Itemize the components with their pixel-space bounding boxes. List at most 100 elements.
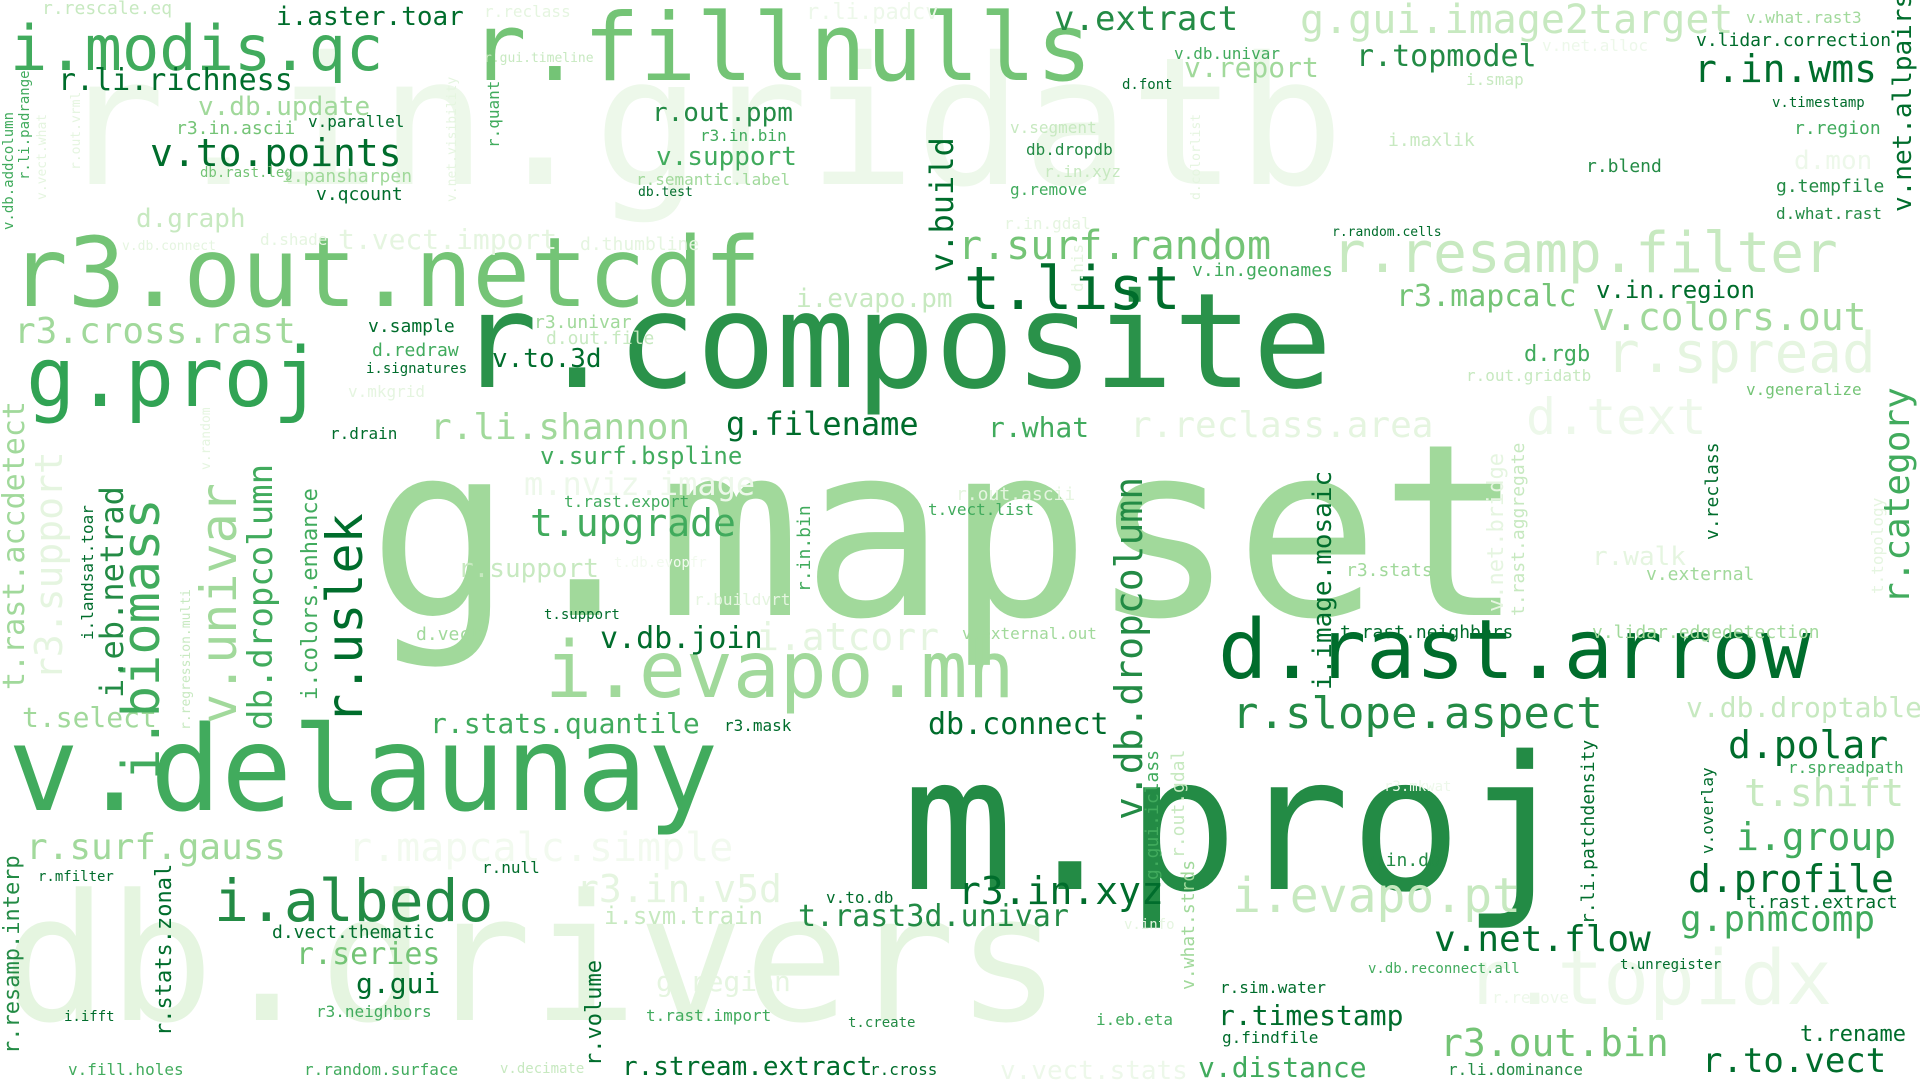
cloud-word: r3.in.ascii <box>176 118 296 139</box>
cloud-word: d.text <box>1526 388 1707 446</box>
cloud-word: r.cross <box>870 1060 938 1079</box>
cloud-word: d.redraw <box>372 340 459 361</box>
cloud-word: v.net.alloc <box>1542 36 1648 55</box>
cloud-word: d.rast.arrow <box>1218 603 1811 698</box>
cloud-word: r3.mapcalc <box>1396 279 1577 314</box>
cloud-word: v.overlay <box>1698 767 1717 854</box>
cloud-word: r.random.surface <box>304 1060 459 1079</box>
cloud-word: r3.cross.rast <box>14 311 296 352</box>
cloud-word: v.fill.holes <box>68 1060 184 1079</box>
cloud-word: db.dropdb <box>1026 140 1113 159</box>
cloud-word: v.parallel <box>308 112 405 131</box>
cloud-word: v.db.reconnect.all <box>1368 961 1520 977</box>
cloud-word: r.regression.multi <box>179 589 194 730</box>
cloud-word: t.support <box>544 607 620 623</box>
cloud-word: g.gui <box>356 967 441 1000</box>
cloud-word: i.landsat.toar <box>78 505 97 640</box>
cloud-word: r.what <box>988 411 1090 444</box>
cloud-word: d.his <box>1068 243 1087 292</box>
cloud-word: v.mkgrid <box>348 382 426 401</box>
cloud-word: r.resamp.interp <box>0 855 25 1054</box>
cloud-word: i.colors.enhance <box>298 488 323 700</box>
cloud-word: r.quant <box>484 80 503 148</box>
cloud-word: g.gui.iclass <box>1142 749 1163 880</box>
cloud-word: r.li.padcv <box>806 0 939 25</box>
cloud-word: d.shade <box>260 230 328 249</box>
cloud-word: v.sample <box>368 316 455 337</box>
cloud-word: t.upgrade <box>530 501 736 545</box>
cloud-word: t.unregister <box>1620 957 1722 973</box>
cloud-word: v.report <box>1184 51 1319 84</box>
cloud-word: r.surf.gauss <box>26 827 287 868</box>
cloud-word: r.random.cells <box>1332 225 1442 240</box>
cloud-word: r.in.gridatb <box>58 19 1344 226</box>
cloud-word: r.walk <box>1592 542 1686 572</box>
cloud-word: v.in.geonames <box>1192 260 1333 281</box>
cloud-word: d.out.file <box>546 328 655 349</box>
cloud-word: g.gui.image2target <box>1300 0 1734 43</box>
cloud-word: r3.in.xyz <box>958 869 1164 913</box>
cloud-word: v.net.visibility <box>445 76 460 202</box>
cloud-word: r.composite <box>458 265 1333 419</box>
cloud-word: t.db.evopfr <box>614 555 707 571</box>
cloud-word: t.vect.list <box>928 500 1034 519</box>
cloud-word: i.pansharpen <box>282 166 413 187</box>
cloud-word: d.thumbline <box>580 234 700 255</box>
cloud-word: v.what.strds <box>1178 859 1199 990</box>
cloud-word: t.rast.accdetect <box>0 401 32 690</box>
cloud-word: v.external <box>1646 564 1755 585</box>
cloud-word: r.out.gdal <box>1168 749 1189 858</box>
cloud-word: r.uslek <box>316 513 374 724</box>
cloud-word: r.reclass.area <box>1130 405 1434 446</box>
cloud-word: db.rast.leg <box>200 165 293 181</box>
cloud-word: d.polar <box>1728 723 1889 767</box>
cloud-word: r.topidx <box>1466 933 1833 1022</box>
cloud-word: v.net.bridge <box>1484 453 1509 612</box>
cloud-word: v.in.db <box>1364 850 1440 871</box>
cloud-word: r.blend <box>1586 156 1662 177</box>
cloud-word: v.to.db <box>826 888 894 907</box>
cloud-word: i.evapo.pm <box>796 284 953 314</box>
cloud-word: t.rast.extract <box>1746 892 1898 913</box>
cloud-word: g.mapset <box>368 392 1524 672</box>
cloud-word: i.eb.netrad <box>93 486 131 698</box>
cloud-word: r3.out.bin <box>1440 1021 1669 1065</box>
cloud-word: v.distance <box>1198 1051 1367 1080</box>
cloud-word: v.generalize <box>1746 380 1862 399</box>
cloud-word: i.group <box>1736 815 1897 859</box>
cloud-word: g.findfile <box>1222 1028 1319 1047</box>
cloud-word: i.atcorr <box>756 615 940 659</box>
cloud-word: r.mfilter <box>38 869 114 885</box>
cloud-word: r.topmodel <box>1356 39 1537 74</box>
cloud-word: d.vect <box>416 624 482 645</box>
cloud-word: v.lidar.edgedetection <box>1592 622 1820 643</box>
cloud-word: r.li.patchdensity <box>1578 739 1599 924</box>
cloud-word: t.rast.neighbors <box>1340 622 1514 643</box>
cloud-word: v.net.allpairs <box>1888 0 1918 212</box>
cloud-word: r.gui.timeline <box>484 51 594 66</box>
cloud-word: r3.in.v5d <box>576 867 782 911</box>
cloud-word: r3.out.netcdf <box>10 217 762 329</box>
cloud-word: d.what.rast <box>1776 204 1882 223</box>
cloud-word: r3.support <box>27 451 71 680</box>
cloud-word: r.out.vrml <box>69 91 84 170</box>
cloud-word: v.net.flow <box>1434 919 1651 960</box>
cloud-word: v.timestamp <box>1772 95 1865 111</box>
cloud-word: r3.univar <box>534 312 632 333</box>
cloud-word: r.null <box>482 858 540 877</box>
cloud-word: v.to.3d <box>492 344 602 374</box>
cloud-word: r.li.padrange <box>17 70 33 180</box>
cloud-word: r.to.vect <box>1702 1041 1887 1080</box>
cloud-word: r.rescale.eq <box>42 0 173 19</box>
cloud-word: i.aster.toar <box>276 2 464 32</box>
cloud-word: t.rast.aggregate <box>1508 442 1529 616</box>
cloud-word: v.lidar.correction <box>1696 30 1892 51</box>
cloud-word: t.rast.import <box>646 1006 772 1025</box>
cloud-word: v.vect.what <box>35 113 50 200</box>
cloud-word: v.external.out <box>962 624 1097 643</box>
cloud-word: v.reclass <box>1702 442 1723 540</box>
cloud-word: r.mapcalc.simple <box>348 825 734 871</box>
cloud-word: r.region <box>1794 118 1881 139</box>
cloud-word: v.build <box>923 137 961 272</box>
cloud-word: v.segment <box>1010 118 1097 137</box>
